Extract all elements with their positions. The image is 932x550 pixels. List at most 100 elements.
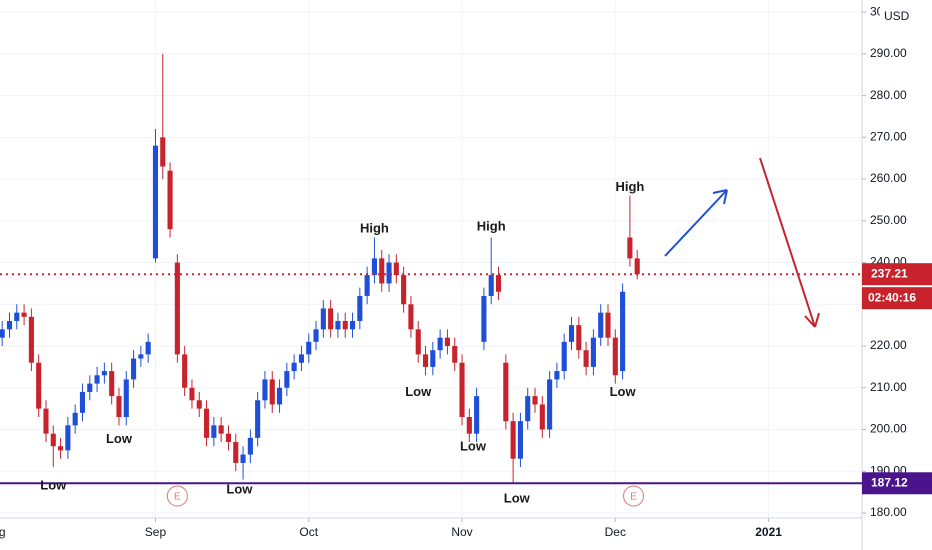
y-tick-label: 280.00 <box>870 88 907 102</box>
candle-body <box>87 383 93 392</box>
candle-body <box>459 362 465 417</box>
annotation: Low <box>226 481 253 496</box>
candle-body <box>525 396 531 422</box>
candle-body <box>532 396 538 405</box>
candle-body <box>225 433 232 443</box>
candle-body <box>152 145 159 259</box>
candle-body <box>291 362 297 372</box>
annotation: High <box>360 221 389 236</box>
candle-body <box>284 371 290 388</box>
annotation: Low <box>610 384 637 399</box>
candle-body <box>116 396 122 417</box>
candle-body <box>328 308 334 330</box>
x-tick-label: 2021 <box>755 525 782 539</box>
candle-body <box>160 137 166 167</box>
x-tick-label: Aug <box>0 525 6 539</box>
candle-body <box>276 387 283 405</box>
candle-body <box>14 312 20 321</box>
candle-body <box>561 341 567 372</box>
candle-body <box>0 329 5 338</box>
candle-body <box>379 258 385 284</box>
candle-body <box>174 262 180 355</box>
candle-body <box>627 237 633 259</box>
candle-body <box>386 262 392 284</box>
candle-body <box>430 350 436 367</box>
candle-body <box>131 358 137 380</box>
candle-body <box>503 362 509 422</box>
event-label: E <box>174 492 181 503</box>
candle-body <box>233 442 239 463</box>
candle-body <box>539 404 545 430</box>
candle-body <box>634 258 640 275</box>
candle-body <box>189 387 195 401</box>
candle-body <box>598 312 604 338</box>
candle-body <box>495 275 502 292</box>
annotation: Low <box>405 384 432 399</box>
x-tick-label: Oct <box>299 525 318 539</box>
candle-body <box>313 329 319 342</box>
candle-body <box>218 425 224 434</box>
candle-body <box>101 371 107 376</box>
annotation: High <box>477 219 506 234</box>
candle-body <box>364 275 370 296</box>
candle-body <box>123 379 129 417</box>
annotation: High <box>615 179 644 194</box>
candle-body <box>94 375 100 384</box>
candle-body <box>576 325 582 351</box>
candle-body <box>401 275 407 305</box>
x-tick-label: Dec <box>605 525 626 539</box>
candle-body <box>36 362 42 409</box>
candle-body <box>6 320 13 330</box>
support-tag <box>862 472 932 495</box>
candle-body <box>393 262 399 276</box>
candle-body <box>452 346 458 363</box>
candle-body <box>547 379 553 430</box>
candle-body <box>408 304 414 330</box>
candle-body <box>335 320 341 330</box>
candles <box>0 53 640 484</box>
event-marker <box>166 485 188 507</box>
candle-body <box>306 341 312 355</box>
candle-body <box>21 312 27 317</box>
candle-body <box>269 379 275 405</box>
candle-body <box>196 400 202 409</box>
candle-body <box>605 312 611 338</box>
candle-body <box>320 308 326 330</box>
candle-body <box>204 408 210 438</box>
y-tick-label: 250.00 <box>870 213 907 227</box>
candle-body <box>65 425 71 451</box>
candle-body <box>568 325 575 342</box>
candle-body <box>612 337 618 376</box>
countdown-tag <box>862 287 932 310</box>
candle-body <box>510 421 516 459</box>
candle-body <box>43 408 49 434</box>
candle-body <box>342 320 348 330</box>
candle-body <box>109 371 115 397</box>
annotation: Low <box>504 491 531 506</box>
candle-body <box>247 437 253 455</box>
last-price-tag <box>862 263 932 286</box>
candle-body <box>298 354 304 363</box>
candle-body <box>371 258 377 276</box>
currency-box <box>880 6 920 28</box>
candle-body <box>415 329 421 355</box>
candle-body <box>50 433 56 447</box>
up-arrow <box>664 189 728 257</box>
candle-body <box>474 396 480 434</box>
overlay: High High High Low Low Low Low Low Low Low E E 237.2… <box>0 6 932 507</box>
candle-body <box>211 425 217 438</box>
y-tick-label: 200.00 <box>870 422 907 436</box>
candle-body <box>167 170 173 230</box>
x-tick-label: Sep <box>145 525 167 539</box>
last-price-label: 237.21 <box>871 266 908 280</box>
y-tick-label: 260.00 <box>870 171 907 185</box>
y-tick-label: 220.00 <box>870 338 907 352</box>
candle-body <box>620 291 626 372</box>
candle-body <box>240 454 246 463</box>
event-marker <box>623 485 645 507</box>
y-tick-label: 180.00 <box>870 505 907 519</box>
countdown-label: 02:40:16 <box>868 290 916 304</box>
annotation: Low <box>40 477 67 492</box>
annotation: Low <box>106 431 133 446</box>
